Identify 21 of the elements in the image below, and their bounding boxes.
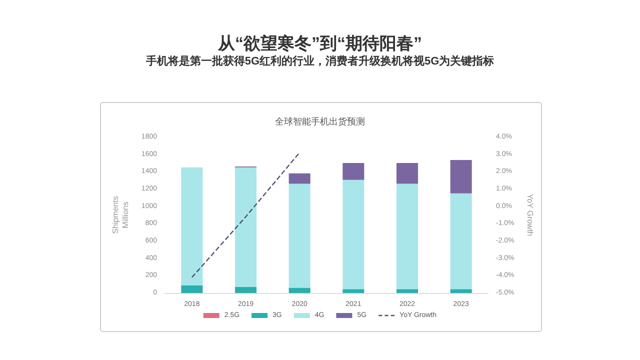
bar <box>450 289 472 293</box>
bar <box>288 173 310 184</box>
bar <box>342 180 364 290</box>
bar <box>450 160 472 194</box>
bar <box>181 285 203 293</box>
bar <box>396 163 418 184</box>
bar <box>396 289 418 293</box>
bar <box>288 288 310 293</box>
bar <box>396 184 418 290</box>
bar <box>342 289 364 293</box>
bar <box>181 167 203 286</box>
bar <box>450 193 472 290</box>
chart-subtitle: 手机将是第一批获得5G红利的行业，消费者升级换机将视5G为关键指标 <box>144 54 494 68</box>
chart-title: 从“欲望寒冬”到“期待阳春” <box>217 34 422 53</box>
y-axis-title: Shipments Millions <box>111 196 130 234</box>
bar <box>288 184 310 288</box>
bar <box>234 167 257 287</box>
text: 全球智能手机出货预测 <box>275 116 365 126</box>
bar <box>342 163 364 180</box>
y2-axis-title: YoY Growth <box>526 194 535 236</box>
bar <box>234 286 257 293</box>
